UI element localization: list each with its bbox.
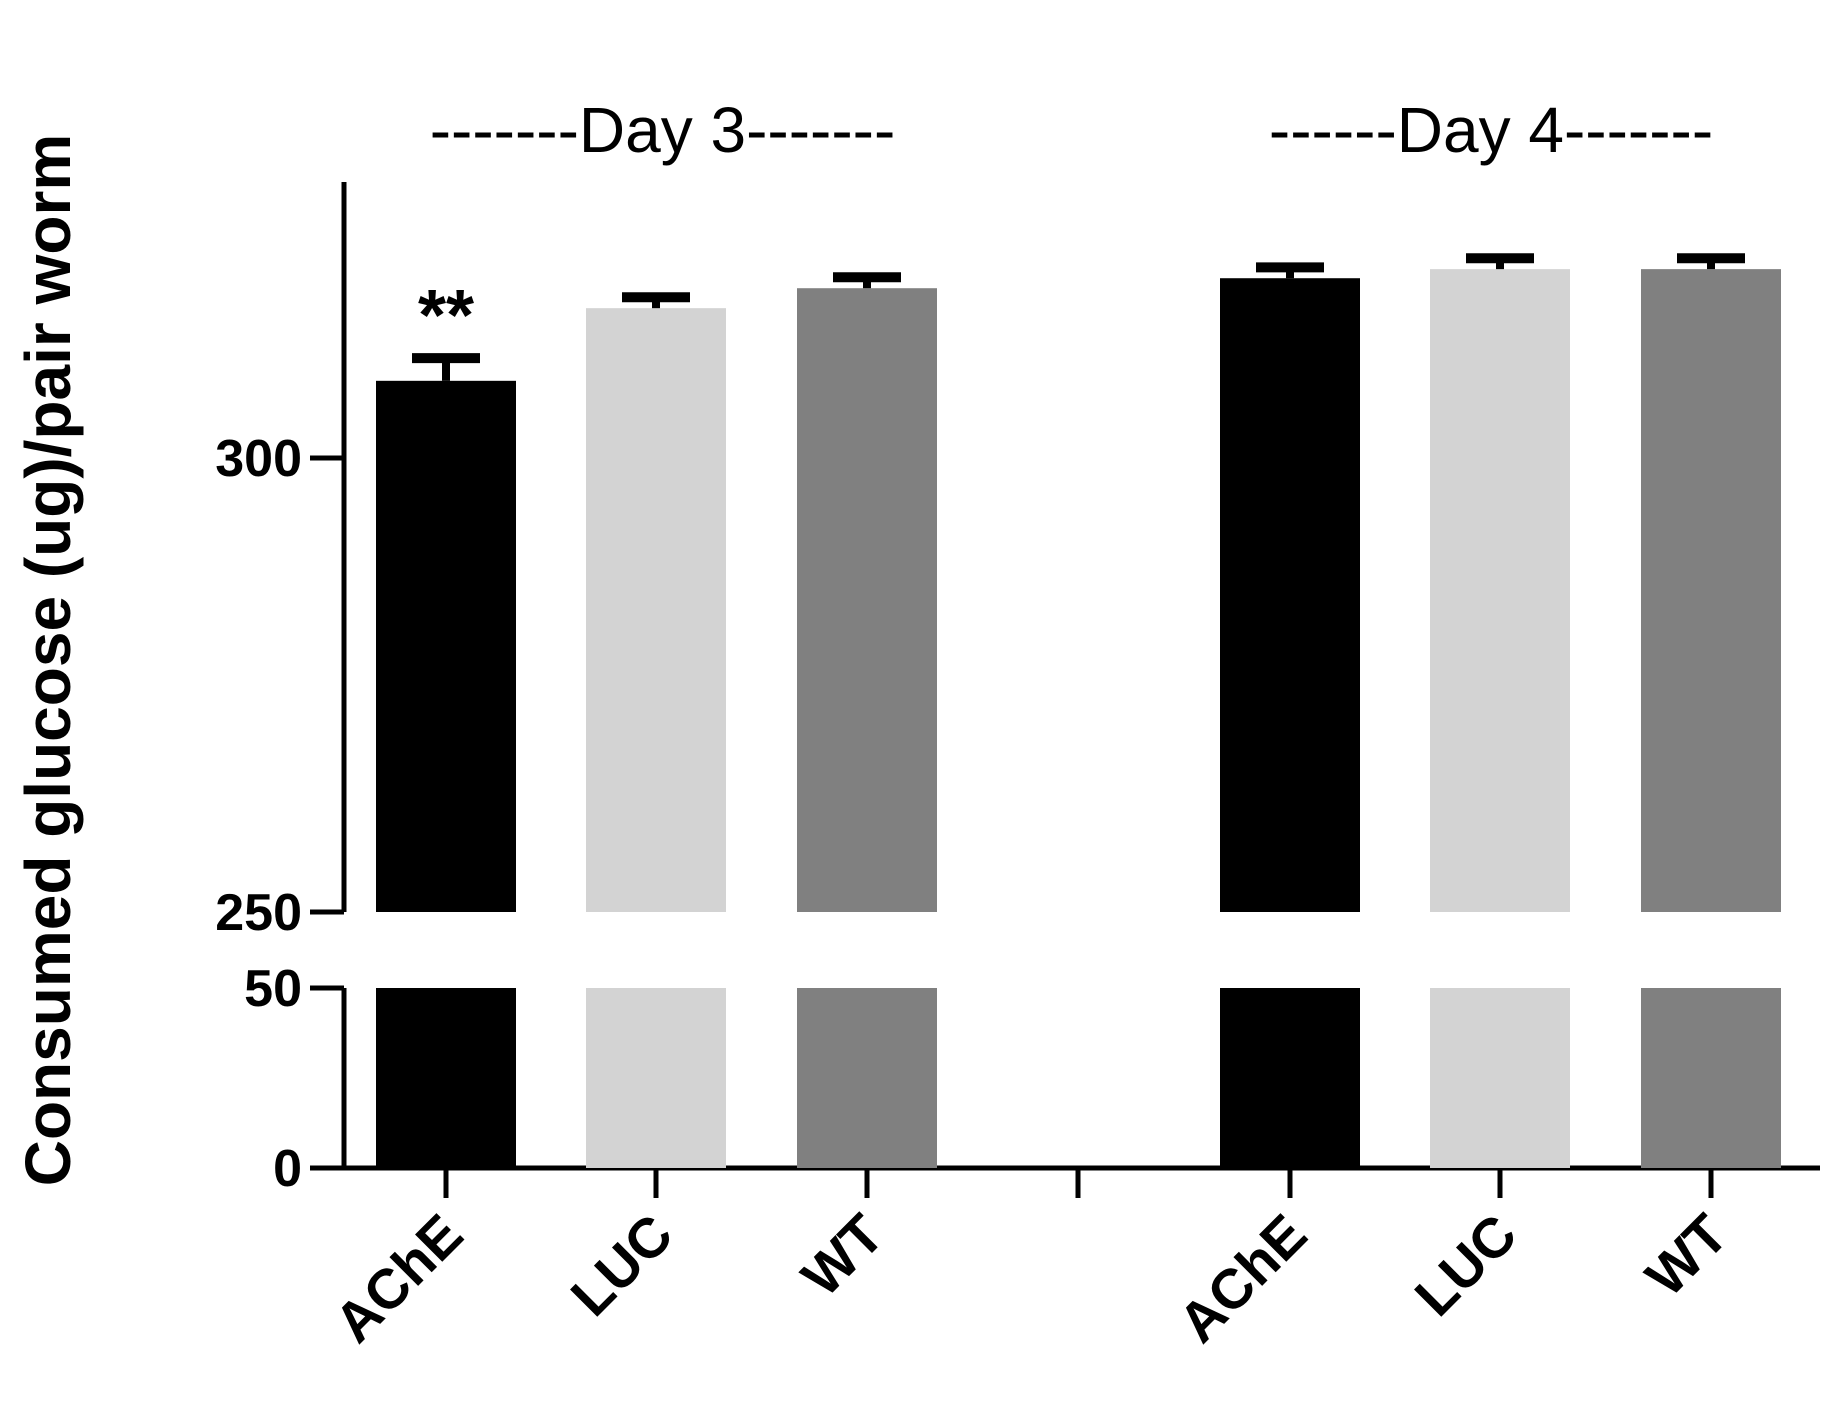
x-tick-label: LUC (1403, 1202, 1529, 1328)
y-tick-label: 300 (215, 430, 302, 488)
x-tick-label: AChE (1166, 1202, 1318, 1354)
bar-lower-segment (586, 988, 726, 1168)
y-tick-label: 50 (244, 960, 302, 1018)
y-tick-label: 0 (273, 1140, 302, 1198)
y-axis-title: Consumed glucose (ug)/pair worm (12, 134, 84, 1187)
bar-upper-segment (1220, 278, 1360, 912)
bar-upper-segment (376, 380, 516, 912)
x-tick-label: LUC (559, 1202, 685, 1328)
bar-upper-segment (797, 288, 937, 913)
group-label: ------Day 4------- (1269, 94, 1713, 166)
bar-lower-segment (376, 988, 516, 1168)
bar-lower-segment (797, 988, 937, 1168)
bar-upper-segment (586, 308, 726, 912)
bars (376, 253, 1781, 1168)
bar-lower-segment (1430, 988, 1570, 1168)
x-tick-label: WT (1633, 1202, 1739, 1308)
y-tick-label: 250 (215, 884, 302, 942)
x-tick-label: WT (789, 1202, 895, 1308)
bar-upper-segment (1641, 269, 1781, 912)
bar-lower-segment (1641, 988, 1781, 1168)
significance-marker: ** (418, 276, 474, 356)
bar-lower-segment (1220, 988, 1360, 1168)
bar-upper-segment (1430, 269, 1570, 912)
x-tick-label: AChE (322, 1202, 474, 1354)
group-label: -------Day 3------- (430, 94, 896, 166)
